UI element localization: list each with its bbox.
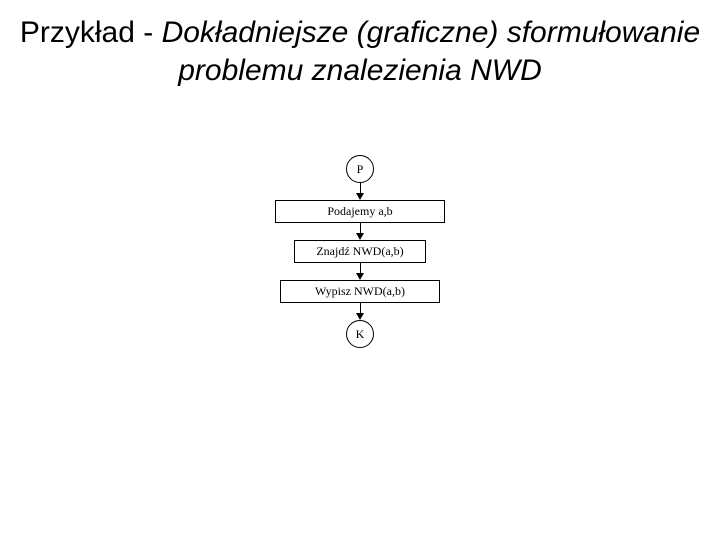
flow-box-step1: Podajemy a,b (275, 200, 445, 223)
slide-title: Przykład - Dokładniejsze (graficzne) sfo… (0, 14, 720, 89)
slide: Przykład - Dokładniejsze (graficzne) sfo… (0, 0, 720, 540)
title-part-normal: Przykład - (20, 16, 162, 49)
flow-box-step2: Znajdź NWD(a,b) (294, 240, 426, 263)
flowchart: P Podajemy a,b Znajdź NWD(a,b) Wypisz NWD(a… (0, 155, 720, 348)
flow-box-step3: Wypisz NWD(a,b) (280, 280, 440, 303)
title-part-italic: Dokładniejsze (graficzne) sformułowanie … (162, 16, 701, 87)
flow-terminal-end: K (346, 320, 374, 348)
flow-terminal-start: P (346, 155, 374, 183)
